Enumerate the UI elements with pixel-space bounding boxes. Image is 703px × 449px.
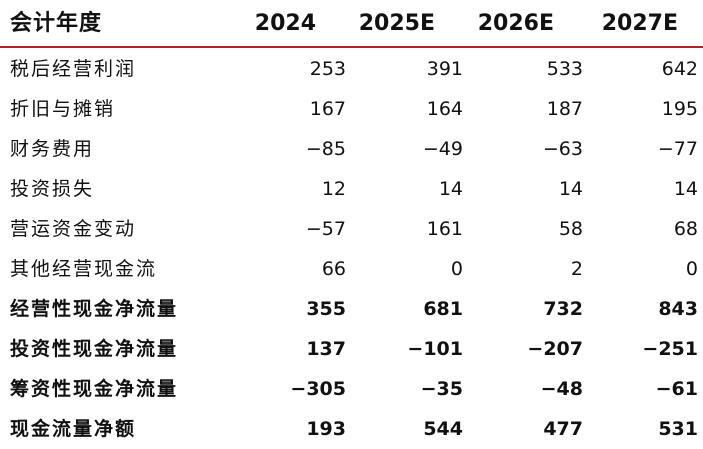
row-label: 投资性现金净流量 <box>10 338 179 360</box>
row-value: 58 <box>558 218 583 240</box>
row-value: 14 <box>558 178 583 200</box>
row-value: 544 <box>423 418 463 440</box>
row-value: −305 <box>290 378 346 400</box>
table-row: 投资性现金净流量 137 −101 −207 −251 <box>0 329 703 369</box>
row-value: −61 <box>655 378 698 400</box>
header-label: 会计年度 <box>10 11 103 36</box>
row-value: 14 <box>438 178 463 200</box>
row-value: 68 <box>673 218 698 240</box>
row-value: 12 <box>321 178 346 200</box>
row-label: 财务费用 <box>10 138 95 160</box>
row-value: 193 <box>306 418 346 440</box>
row-value: 195 <box>661 98 698 120</box>
row-value: −101 <box>407 338 463 360</box>
table-row: 经营性现金净流量 355 681 732 843 <box>0 289 703 329</box>
table-row: 投资损失 12 14 14 14 <box>0 169 703 209</box>
row-label: 筹资性现金净流量 <box>10 378 179 400</box>
row-value: 681 <box>423 298 463 320</box>
row-value: −77 <box>657 138 698 160</box>
table-row: 现金流量净额 193 544 477 531 <box>0 409 703 449</box>
row-value: 164 <box>426 98 463 120</box>
row-value: 531 <box>658 418 698 440</box>
row-value: −251 <box>642 338 698 360</box>
row-label: 税后经营利润 <box>10 58 137 80</box>
row-value: −85 <box>305 138 346 160</box>
row-label: 营运资金变动 <box>10 218 137 240</box>
header-year-2027e: 2027E <box>601 11 678 36</box>
row-value: −57 <box>305 218 346 240</box>
row-label: 投资损失 <box>10 178 95 200</box>
row-value: −207 <box>527 338 583 360</box>
row-value: 14 <box>673 178 698 200</box>
row-value: 732 <box>543 298 583 320</box>
table-row: 其他经营现金流 66 0 2 0 <box>0 249 703 289</box>
table-header: 会计年度 2024 2025E 2026E 2027E <box>0 0 703 48</box>
table-row: 税后经营利润 253 391 533 642 <box>0 49 703 89</box>
row-label: 折旧与摊销 <box>10 98 116 120</box>
row-value: 66 <box>321 258 346 280</box>
row-value: 391 <box>426 58 463 80</box>
table-row: 营运资金变动 −57 161 58 68 <box>0 209 703 249</box>
row-value: −48 <box>540 378 583 400</box>
row-label: 其他经营现金流 <box>10 258 158 280</box>
row-value: 167 <box>309 98 346 120</box>
row-value: 0 <box>450 258 463 280</box>
table-row: 筹资性现金净流量 −305 −35 −48 −61 <box>0 369 703 409</box>
row-value: 0 <box>685 258 698 280</box>
row-value: 642 <box>661 58 698 80</box>
row-value: −49 <box>422 138 463 160</box>
row-value: 161 <box>426 218 463 240</box>
row-value: 533 <box>546 58 583 80</box>
header-year-2025e: 2025E <box>358 11 435 36</box>
header-year-2026e: 2026E <box>477 11 554 36</box>
table-row: 财务费用 −85 −49 −63 −77 <box>0 129 703 169</box>
row-value: 187 <box>546 98 583 120</box>
header-year-2024: 2024 <box>254 11 316 36</box>
row-value: 477 <box>543 418 583 440</box>
row-value: 2 <box>570 258 583 280</box>
row-value: 843 <box>658 298 698 320</box>
table-row: 折旧与摊销 167 164 187 195 <box>0 89 703 129</box>
row-label: 现金流量净额 <box>10 418 137 440</box>
row-value: 253 <box>309 58 346 80</box>
row-value: −35 <box>420 378 463 400</box>
row-value: 355 <box>306 298 346 320</box>
row-value: 137 <box>306 338 346 360</box>
row-value: −63 <box>542 138 583 160</box>
row-label: 经营性现金净流量 <box>10 298 179 320</box>
